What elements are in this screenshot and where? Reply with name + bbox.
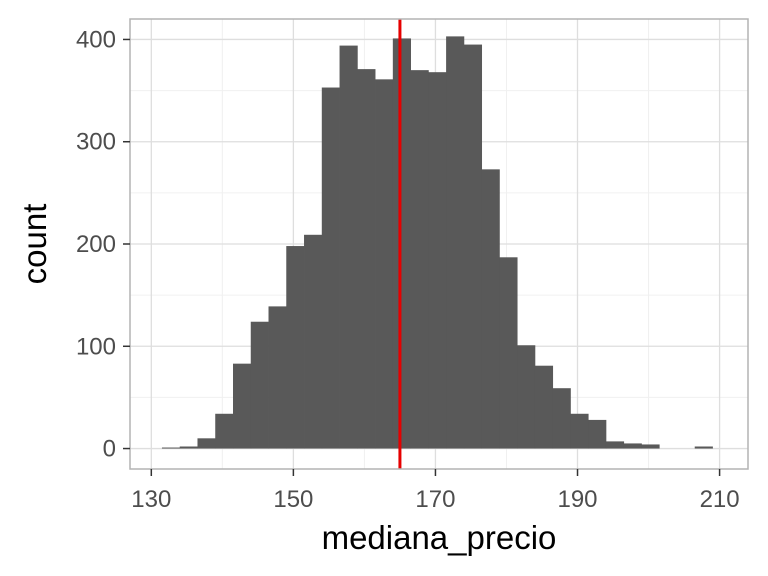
x-tick-label: 170 bbox=[415, 486, 455, 513]
y-tick-label: 300 bbox=[76, 129, 116, 156]
histogram-bar bbox=[534, 365, 554, 449]
histogram-bar bbox=[499, 257, 518, 449]
histogram-bar bbox=[375, 79, 394, 449]
histogram-bar bbox=[268, 306, 287, 449]
y-tick-label: 100 bbox=[76, 333, 116, 360]
histogram-bar bbox=[694, 446, 713, 449]
y-tick-label: 400 bbox=[76, 26, 116, 53]
histogram-bar bbox=[428, 72, 447, 449]
histogram-bar bbox=[588, 419, 607, 449]
histogram-bar bbox=[357, 69, 376, 449]
x-axis-title: mediana_precio bbox=[322, 519, 557, 556]
histogram-bar bbox=[623, 443, 642, 449]
histogram-bar bbox=[179, 446, 198, 449]
histogram-bar bbox=[552, 388, 571, 449]
histogram-bars bbox=[161, 36, 713, 449]
histogram-bar bbox=[321, 87, 340, 449]
histogram-bar bbox=[410, 70, 429, 449]
histogram-bar bbox=[392, 38, 411, 449]
histogram-bar bbox=[641, 444, 660, 449]
histogram-bar bbox=[233, 363, 252, 449]
histogram-bar bbox=[250, 321, 269, 449]
histogram-bar bbox=[517, 345, 536, 449]
y-tick-label: 200 bbox=[76, 231, 116, 258]
y-axis-title: count bbox=[16, 204, 53, 285]
histogram-bar bbox=[161, 447, 181, 449]
x-tick-label: 210 bbox=[700, 486, 740, 513]
x-tick-label: 190 bbox=[557, 486, 597, 513]
histogram-bar bbox=[286, 246, 305, 449]
x-axis: 130 150 170 190 210 bbox=[131, 469, 740, 513]
histogram-bar bbox=[197, 438, 216, 449]
y-tick-label: 0 bbox=[103, 436, 116, 463]
histogram-bar bbox=[570, 413, 589, 449]
histogram-bar bbox=[605, 441, 625, 449]
histogram-bar bbox=[481, 169, 500, 449]
histogram-bar bbox=[304, 234, 323, 449]
histogram-bar bbox=[339, 45, 358, 449]
x-tick-label: 130 bbox=[131, 486, 171, 513]
histogram-bar bbox=[446, 36, 465, 449]
y-axis: 0 100 200 300 400 bbox=[76, 26, 130, 463]
x-tick-label: 150 bbox=[273, 486, 313, 513]
histogram-bar bbox=[463, 44, 483, 449]
histogram-bar bbox=[215, 413, 234, 449]
